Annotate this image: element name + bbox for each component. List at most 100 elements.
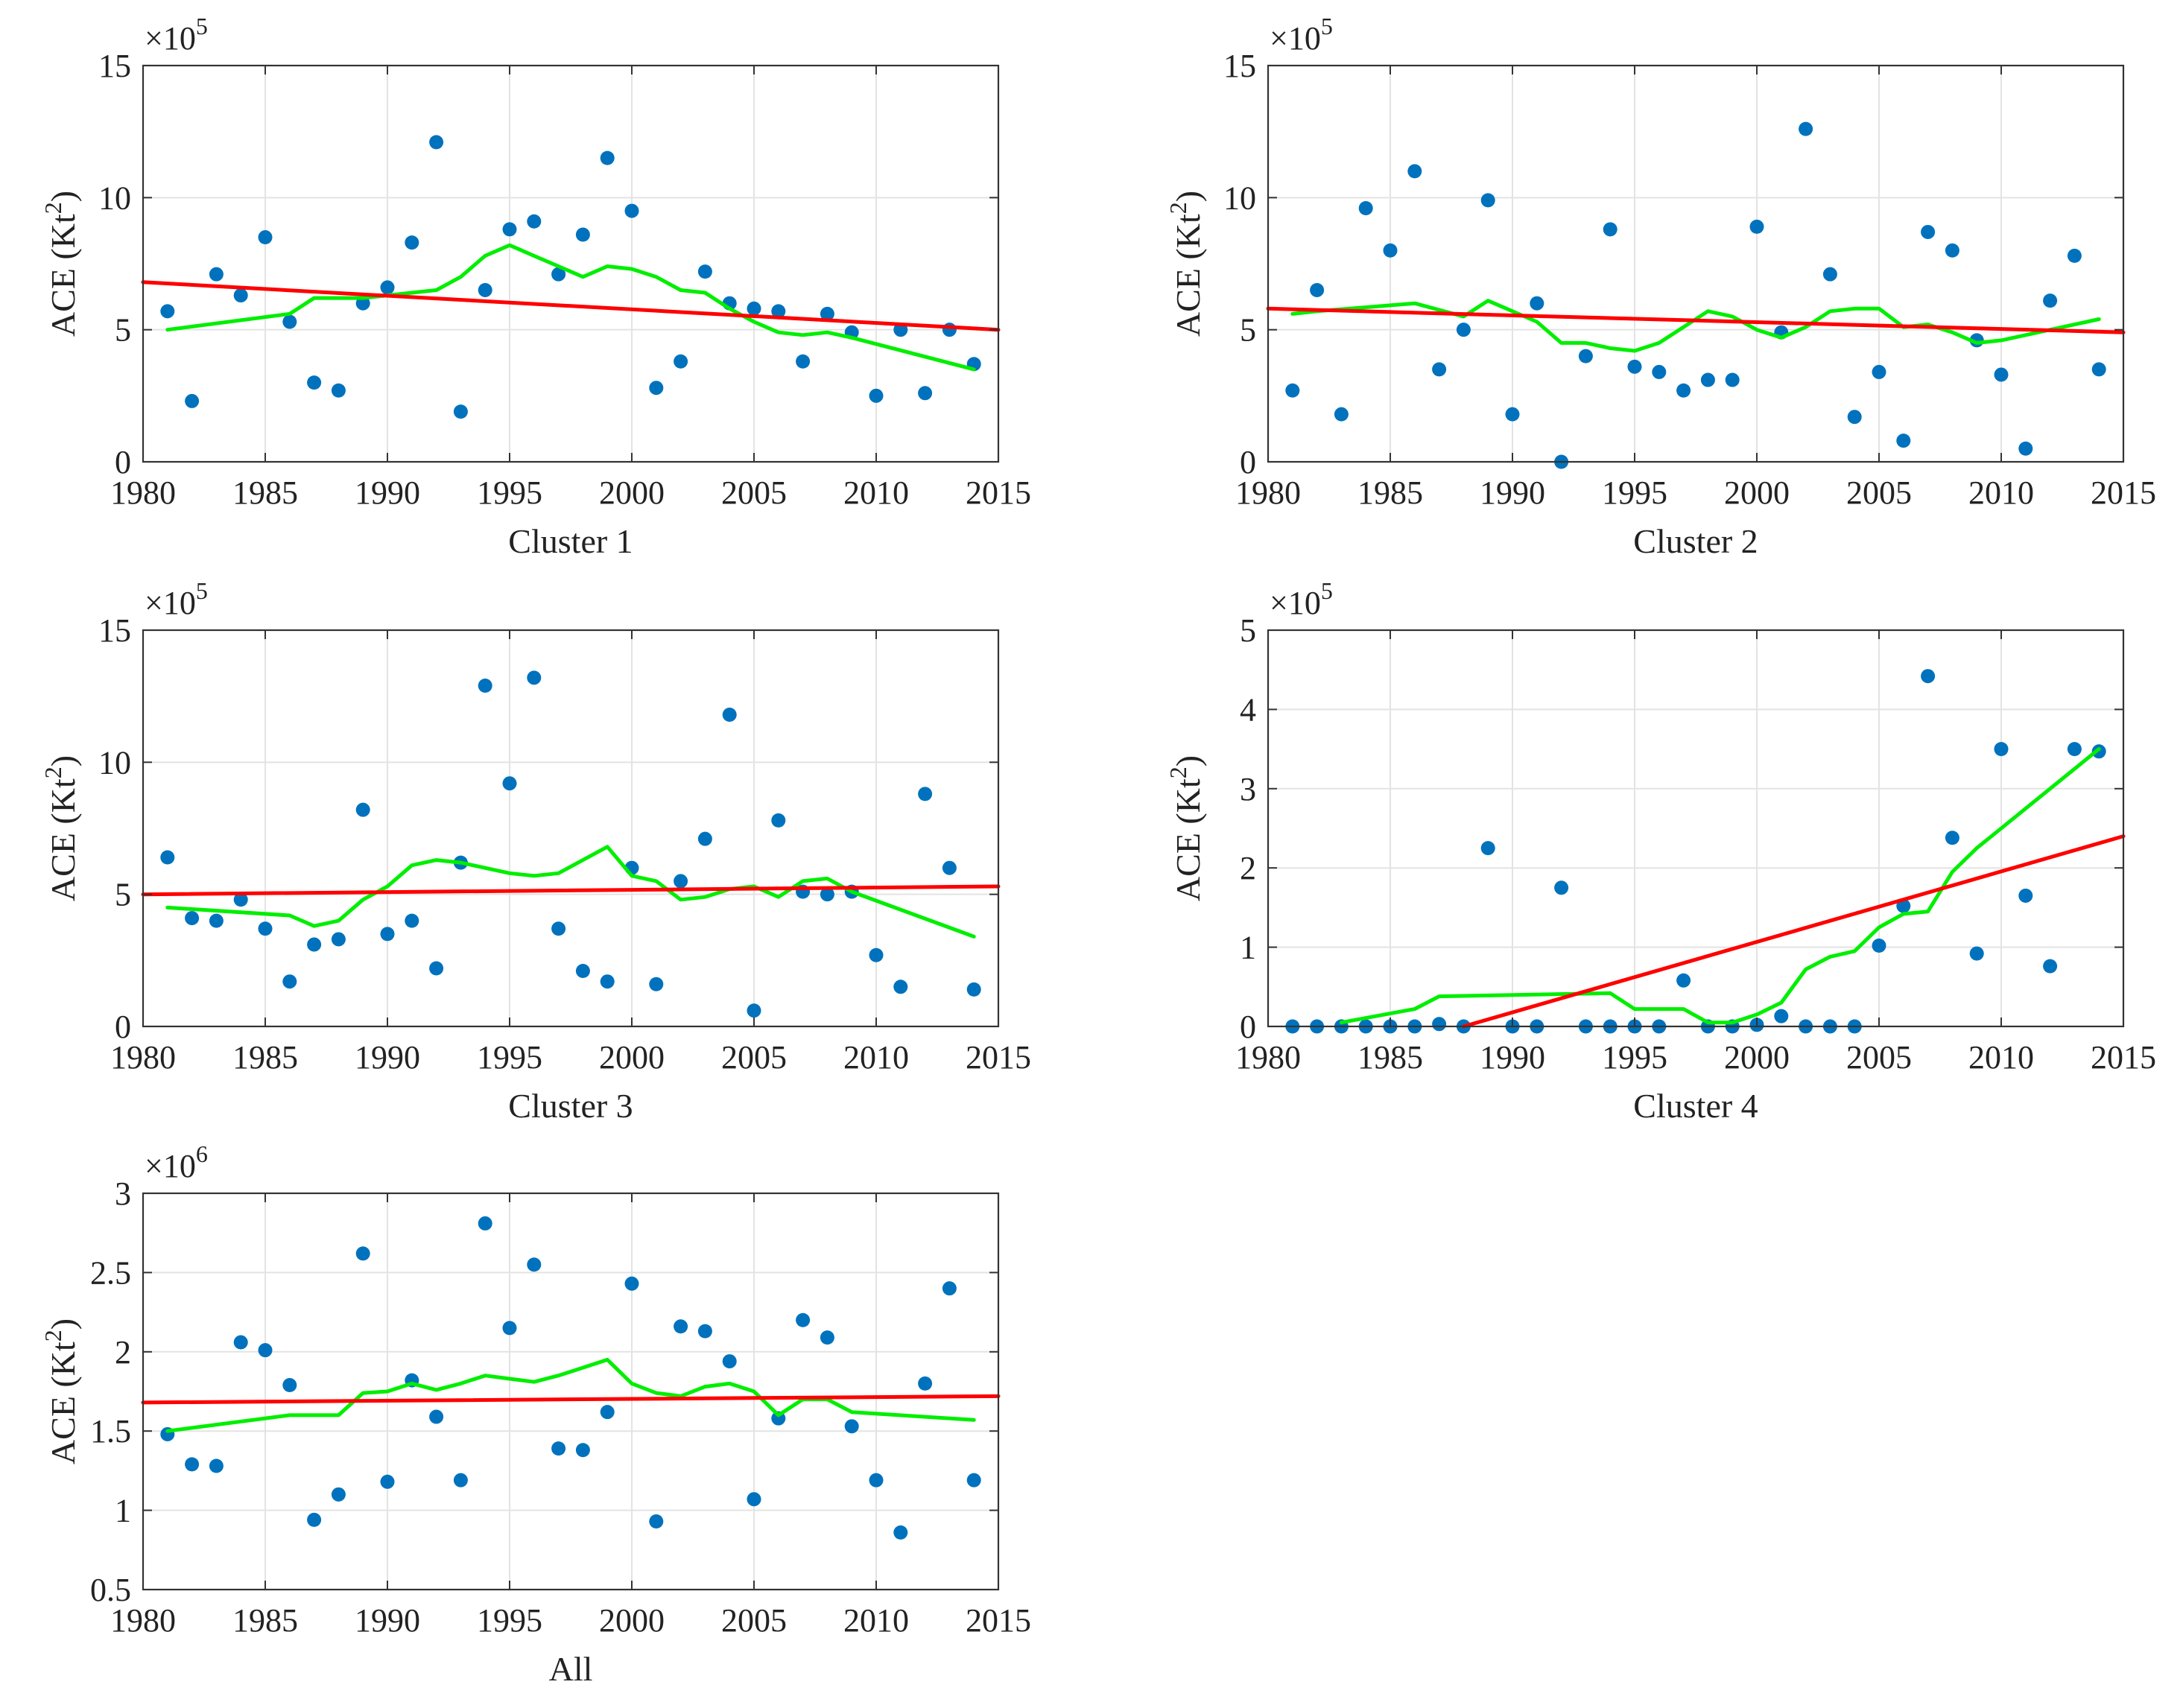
y-axis-label-superscript: 2 (39, 1330, 66, 1342)
data-point (1676, 383, 1691, 398)
data-point (502, 1321, 517, 1336)
axis-multiplier: ×105 (1270, 577, 1333, 621)
data-point (600, 1405, 615, 1420)
data-point (258, 921, 273, 936)
multiplier-base: ×10 (1270, 20, 1321, 57)
data-point (624, 203, 639, 218)
data-point (478, 678, 492, 693)
data-point (1725, 372, 1740, 387)
y-axis-label: ACE (Kt2) (1165, 191, 1207, 337)
data-point (1285, 383, 1300, 398)
data-point (258, 1343, 273, 1358)
data-point (820, 1330, 834, 1345)
x-tick-label: 1980 (1235, 474, 1301, 511)
trend-line (141, 280, 1001, 332)
data-point (1432, 362, 1447, 377)
data-point (380, 927, 395, 942)
moving-average-line (165, 1357, 976, 1433)
data-point (1921, 224, 1936, 239)
y-axis-label-close: ) (44, 1318, 82, 1330)
data-point (160, 850, 175, 865)
data-point (649, 381, 664, 396)
y-axis-label-close: ) (1169, 191, 1207, 202)
x-tick-label: 1995 (477, 1602, 542, 1639)
data-point (649, 977, 664, 991)
x-tick-label: 1990 (355, 1602, 420, 1639)
y-axis-label: ACE (Kt2) (1165, 755, 1207, 901)
x-tick-label: 2005 (721, 1039, 787, 1076)
y-tick-label: 5 (1240, 312, 1256, 349)
data-point (869, 1473, 884, 1488)
y-tick-label: 10 (98, 744, 131, 781)
data-point (1334, 407, 1349, 422)
y-tick-label: 5 (115, 877, 131, 913)
data-point (380, 280, 395, 295)
data-point (185, 1457, 200, 1472)
x-tick-label: 2010 (1968, 474, 2034, 511)
data-point (355, 802, 370, 817)
data-point (1383, 243, 1398, 258)
x-tick-label: 2015 (2091, 474, 2156, 511)
data-point (1872, 364, 1886, 379)
axis-multiplier: ×106 (145, 1140, 208, 1184)
axis-multiplier: ×105 (1270, 13, 1333, 57)
x-tick-label: 1995 (1602, 1039, 1667, 1076)
x-axis-label: Cluster 2 (1633, 522, 1758, 560)
trend-line (1461, 834, 2126, 1029)
data-point (1480, 193, 1495, 208)
x-axis-label: Cluster 1 (508, 522, 633, 560)
data-point (233, 1335, 248, 1350)
data-point (551, 267, 566, 282)
data-point (869, 947, 884, 962)
series-points (1285, 669, 2106, 1034)
data-point (747, 1003, 761, 1018)
y-tick-labels: 0 5 10 15 (98, 612, 131, 1045)
y-axis-label-superscript: 2 (39, 202, 66, 214)
y-tick-label: 15 (98, 48, 131, 84)
y-axis-label-superscript: 2 (1165, 766, 1191, 778)
y-axis-label: ACE (Kt2) (39, 755, 82, 901)
y-axis-label-superscript: 2 (39, 766, 66, 778)
data-point (1310, 282, 1325, 297)
data-point (527, 1257, 542, 1272)
data-point (918, 787, 933, 801)
data-point (697, 264, 712, 279)
y-tick-label: 2 (1240, 850, 1256, 886)
data-point (502, 776, 517, 791)
axes-frame (1267, 64, 2125, 463)
data-point (942, 860, 957, 875)
y-axis-label: ACE (Kt2) (39, 1318, 82, 1464)
trend-line (141, 884, 1001, 897)
x-tick-label: 2015 (966, 1039, 1031, 1076)
y-tick-label: 10 (1223, 180, 1256, 216)
panel-cluster-3: 1980 1985 1990 1995 2000 2005 2010 2015 0 5 10 15 ×1… (39, 577, 1031, 1125)
data-point (1603, 222, 1618, 237)
multiplier-exponent: 5 (1321, 13, 1333, 39)
x-tick-labels: 1980 1985 1990 1995 2000 2005 2010 2015 (110, 1602, 1031, 1639)
data-point (429, 135, 444, 150)
data-point (1530, 296, 1544, 311)
data-point (796, 354, 811, 369)
panel-cluster-1: 1980 1985 1990 1995 2000 2005 2010 2015 0 5 10 15 ×1… (39, 13, 1031, 560)
data-point (478, 1216, 492, 1231)
y-tick-label: 0 (115, 1009, 131, 1045)
multiplier-exponent: 5 (1321, 577, 1333, 604)
data-point (209, 913, 224, 928)
x-axis-label: Cluster 3 (508, 1087, 633, 1125)
x-tick-labels: 1980 1985 1990 1995 2000 2005 2010 2015 (1235, 474, 2156, 511)
plot-area (1268, 630, 2123, 1026)
data-point (1994, 742, 2009, 757)
y-tick-label: 1 (1240, 930, 1256, 966)
data-point (551, 921, 566, 936)
plot-area (143, 66, 998, 462)
y-tick-label: 15 (98, 612, 131, 649)
x-tick-label: 1985 (232, 1039, 298, 1076)
y-axis-label: ACE (Kt2) (39, 191, 82, 337)
y-tick-label: 0.5 (90, 1572, 131, 1608)
moving-average-line (1339, 747, 2101, 1025)
data-point (796, 1312, 811, 1327)
x-tick-label: 2015 (966, 1602, 1031, 1639)
data-point (1700, 372, 1715, 387)
data-point (820, 306, 834, 321)
data-point (2067, 248, 2082, 263)
